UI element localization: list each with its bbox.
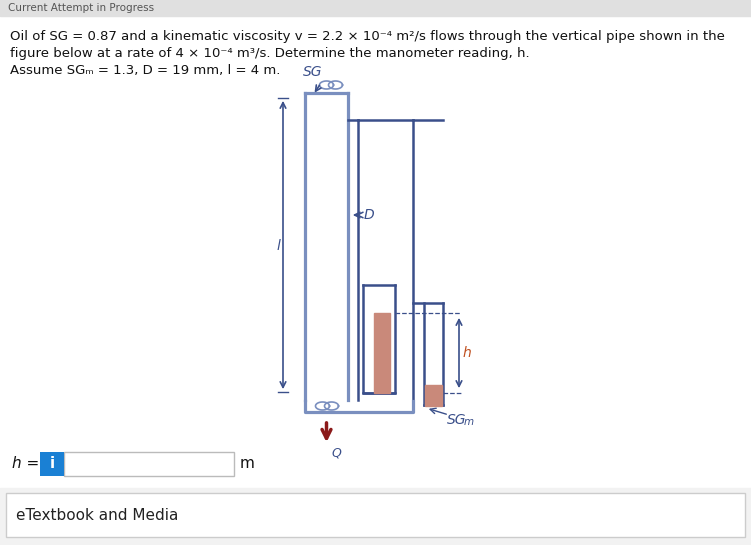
- Bar: [0, 0, 751, 16]
- Text: Q: Q: [331, 447, 342, 460]
- FancyBboxPatch shape: [40, 452, 64, 476]
- Text: eTextbook and Media: eTextbook and Media: [16, 507, 179, 523]
- Text: i: i: [50, 457, 55, 471]
- Text: Current Attempt in Progress: Current Attempt in Progress: [8, 3, 154, 13]
- FancyBboxPatch shape: [64, 452, 234, 476]
- Text: Assume SGₘ = 1.3, D = 19 mm, l = 4 m.: Assume SGₘ = 1.3, D = 19 mm, l = 4 m.: [10, 64, 280, 77]
- Text: l: l: [276, 239, 280, 253]
- Text: m: m: [464, 417, 474, 427]
- Text: SG: SG: [447, 413, 466, 427]
- Bar: [425, 385, 442, 406]
- Text: h: h: [463, 346, 472, 360]
- Text: D: D: [364, 208, 375, 222]
- Text: figure below at a rate of 4 × 10⁻⁴ m³/s. Determine the manometer reading, h.: figure below at a rate of 4 × 10⁻⁴ m³/s.…: [10, 47, 529, 60]
- Text: Oil of SG = 0.87 and a kinematic viscosity v = 2.2 × 10⁻⁴ m²/s flows through the: Oil of SG = 0.87 and a kinematic viscosi…: [10, 30, 725, 43]
- Bar: [374, 313, 390, 393]
- FancyBboxPatch shape: [6, 493, 745, 537]
- Text: SG: SG: [303, 65, 322, 79]
- Bar: [363, 285, 395, 393]
- Bar: [0, 488, 751, 545]
- Text: h =: h =: [12, 457, 39, 471]
- Text: m: m: [240, 457, 255, 471]
